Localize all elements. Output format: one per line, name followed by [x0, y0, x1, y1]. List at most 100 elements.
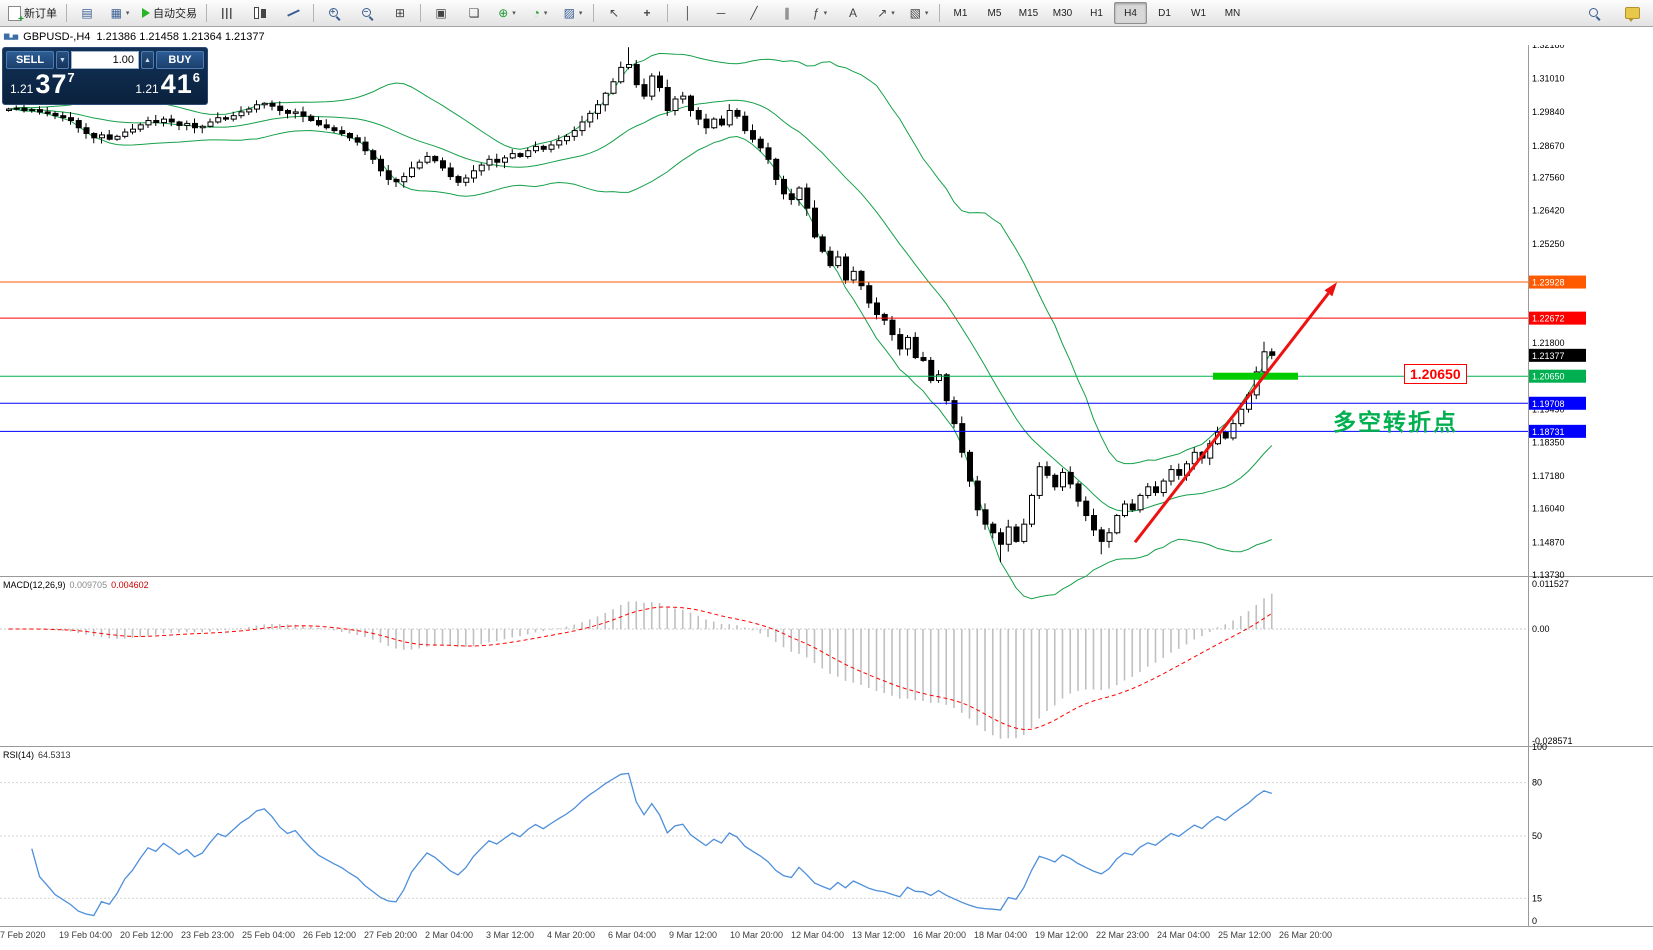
svg-text:1.18731: 1.18731: [1532, 427, 1565, 437]
svg-text:6 Mar 04:00: 6 Mar 04:00: [608, 930, 656, 940]
profiles-button[interactable]: ▦ ▾: [104, 1, 136, 25]
svg-text:27 Feb 20:00: 27 Feb 20:00: [364, 930, 417, 940]
svg-text:100: 100: [1532, 742, 1547, 752]
timeframe-h4-button[interactable]: H4: [1114, 2, 1147, 24]
timeframe-w1-button[interactable]: W1: [1191, 7, 1206, 19]
svg-text:26 Mar 20:00: 26 Mar 20:00: [1279, 930, 1332, 940]
bid-price: 1.21377: [10, 69, 75, 99]
tile-windows-icon: ⊞: [394, 6, 406, 20]
chevron-down-icon: ▾: [823, 10, 828, 17]
cascade-windows-button[interactable]: ❏: [458, 1, 490, 25]
svg-text:24 Mar 04:00: 24 Mar 04:00: [1157, 930, 1210, 940]
tile-windows-button[interactable]: ⊞: [384, 1, 416, 25]
toolbar-separator: [939, 4, 940, 22]
timeframe-h1-button[interactable]: H1: [1090, 7, 1103, 19]
chevron-down-icon: ▾: [891, 10, 895, 17]
channel-tool-button[interactable]: ∥: [771, 1, 803, 25]
one-click-trading-panel: SELL ▼ 1.00 ▲ BUY 1.21377 1.21416: [2, 47, 208, 105]
svg-text:1.14870: 1.14870: [1532, 537, 1565, 547]
timeframe-m5-button[interactable]: M5: [987, 7, 1002, 19]
turning-point-annotation[interactable]: 多空转折点: [1333, 409, 1458, 435]
shapes-tool-button[interactable]: ▧ ▾: [903, 1, 935, 25]
svg-text:1.31010: 1.31010: [1532, 74, 1565, 84]
svg-text:26 Feb 12:00: 26 Feb 12:00: [303, 930, 356, 940]
chart-title-bar: ▆▂▅ GBPUSD-,H4 1.21386 1.21458 1.21364 1…: [0, 28, 1653, 45]
crosshair-button[interactable]: +: [631, 1, 663, 25]
svg-text:1.32180: 1.32180: [1532, 40, 1565, 50]
chart-type-line-button[interactable]: [277, 1, 309, 25]
arrange-windows-button[interactable]: ▣: [425, 1, 457, 25]
add-indicator-icon: ⊕: [498, 6, 509, 20]
templates-button[interactable]: ▨ ▾: [557, 1, 589, 25]
volume-decrease-button[interactable]: ▼: [56, 51, 69, 69]
svg-text:12 Mar 04:00: 12 Mar 04:00: [791, 930, 844, 940]
trendline-tool-button[interactable]: ╱: [738, 1, 770, 25]
new-order-label: 新订单: [24, 8, 57, 20]
svg-text:9 Mar 12:00: 9 Mar 12:00: [669, 930, 717, 940]
svg-text:25 Mar 12:00: 25 Mar 12:00: [1218, 930, 1271, 940]
timeframe-m15-button[interactable]: M15: [1018, 7, 1039, 19]
svg-text:4 Mar 20:00: 4 Mar 20:00: [547, 930, 595, 940]
volume-input[interactable]: 1.00: [71, 51, 139, 69]
sell-button[interactable]: SELL: [6, 51, 54, 69]
vline-tool-button[interactable]: │: [672, 1, 704, 25]
svg-text:23 Feb 23:00: 23 Feb 23:00: [181, 930, 234, 940]
hline-tool-button[interactable]: ─: [705, 1, 737, 25]
svg-text:1.21377: 1.21377: [1532, 351, 1565, 361]
timeframe-m1-button[interactable]: M1: [953, 7, 968, 19]
svg-text:0: 0: [1532, 916, 1537, 926]
svg-text:1.13730: 1.13730: [1532, 570, 1565, 580]
svg-text:1.29840: 1.29840: [1532, 107, 1565, 117]
chart-quotes: 1.21386 1.21458 1.21364 1.21377: [96, 30, 265, 43]
svg-text:50: 50: [1532, 831, 1542, 841]
svg-text:1.21800: 1.21800: [1532, 338, 1565, 348]
svg-text:1.28670: 1.28670: [1532, 141, 1565, 151]
svg-text:1.22672: 1.22672: [1532, 314, 1565, 324]
chevron-down-icon: ▾: [924, 10, 929, 17]
buy-button[interactable]: BUY: [156, 51, 204, 69]
fibonacci-tool-button[interactable]: ƒ ▾: [804, 1, 836, 25]
timeframe-d1-button[interactable]: D1: [1158, 7, 1171, 19]
autotrading-button[interactable]: 自动交易: [137, 1, 202, 25]
chat-icon: [1624, 7, 1640, 22]
svg-text:1.18350: 1.18350: [1532, 437, 1565, 447]
chart-symbol-title: GBPUSD-,H4: [23, 30, 91, 43]
zoom-in-button[interactable]: +: [318, 1, 350, 25]
timeframe-m30-button[interactable]: M30: [1052, 7, 1073, 19]
svg-text:22 Mar 23:00: 22 Mar 23:00: [1096, 930, 1149, 940]
chart-type-candles-button[interactable]: [244, 1, 276, 25]
toolbar-separator: [593, 4, 594, 22]
chart-window-icon: ▆▂▅: [4, 33, 18, 40]
svg-text:15: 15: [1532, 893, 1542, 903]
chart-type-bars-button[interactable]: [211, 1, 243, 25]
svg-text:3 Mar 12:00: 3 Mar 12:00: [486, 930, 534, 940]
svg-text:1.23928: 1.23928: [1532, 278, 1565, 288]
chat-button[interactable]: [1616, 1, 1648, 25]
candlestick-icon: [254, 7, 266, 19]
svg-text:19 Feb 04:00: 19 Feb 04:00: [59, 930, 112, 940]
periods-menu-button[interactable]: ◔ ▾: [524, 1, 556, 25]
text-tool-button[interactable]: A: [837, 1, 869, 25]
timeframe-mn-button[interactable]: MN: [1224, 7, 1241, 19]
zoom-out-button[interactable]: −: [351, 1, 383, 25]
volume-increase-button[interactable]: ▲: [141, 51, 154, 69]
bar-chart-icon: [221, 7, 233, 19]
trendline-icon: ╱: [750, 6, 758, 20]
price-annotation-label[interactable]: 1.20650: [1404, 364, 1467, 384]
arrows-tool-button[interactable]: ↗ ▾: [870, 1, 902, 25]
search-icon: [1588, 7, 1601, 20]
svg-text:0.011527: 0.011527: [1532, 579, 1569, 589]
shapes-icon: ▧: [909, 6, 921, 20]
svg-text:1.17180: 1.17180: [1532, 471, 1565, 481]
cursor-button[interactable]: ↖: [598, 1, 630, 25]
search-button[interactable]: [1578, 1, 1610, 25]
zoom-in-icon: +: [328, 7, 341, 20]
indicators-button[interactable]: ⊕ ▾: [491, 1, 523, 25]
clock-icon: ◔: [532, 6, 540, 20]
new-order-button[interactable]: 新订单: [3, 1, 62, 25]
vertical-line-icon: │: [684, 6, 692, 20]
toolbar-separator: [206, 4, 207, 22]
chart-window-button[interactable]: ▤: [71, 1, 103, 25]
